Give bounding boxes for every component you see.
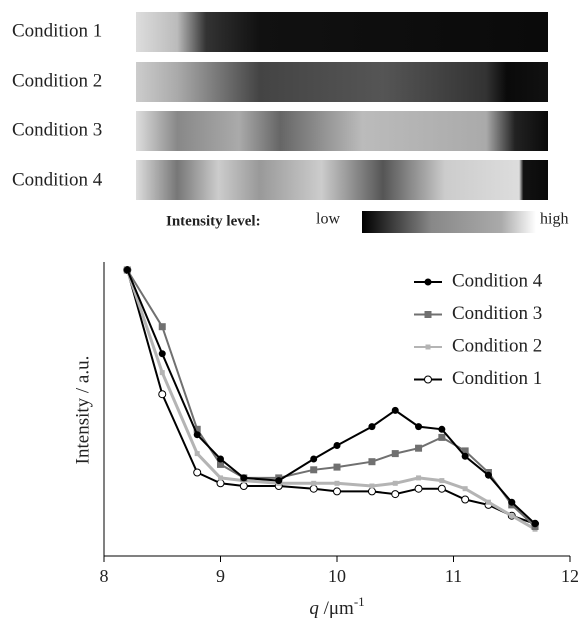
marker <box>217 460 224 468</box>
marker <box>416 475 422 481</box>
colorbar-title: Intensity level: <box>166 213 261 229</box>
marker <box>158 390 167 399</box>
x-label-unit: /μm <box>319 598 354 619</box>
x-tick-label: 12 <box>561 566 578 586</box>
marker <box>508 498 516 506</box>
marker <box>461 452 469 460</box>
marker <box>414 484 423 493</box>
marker <box>216 479 225 488</box>
marker <box>193 425 201 433</box>
marker <box>391 490 400 499</box>
marker <box>461 447 469 455</box>
marker <box>391 406 399 414</box>
marker <box>531 520 539 528</box>
strip <box>136 111 548 151</box>
marker <box>439 478 445 484</box>
strip <box>136 62 548 102</box>
marker <box>333 463 341 471</box>
colorbar <box>362 211 536 233</box>
marker <box>368 458 376 466</box>
row-label: Condition 1 <box>12 20 102 41</box>
marker <box>485 499 491 505</box>
marker <box>509 513 515 519</box>
y-axis-label: Intensity / a.u. <box>72 356 93 465</box>
colorbar-high: high <box>540 211 568 228</box>
strip <box>136 12 548 52</box>
marker <box>369 483 375 489</box>
x-label-exponent: -1 <box>354 594 365 609</box>
marker <box>158 350 166 358</box>
marker <box>484 471 492 479</box>
marker <box>240 474 248 482</box>
marker <box>391 450 399 458</box>
marker <box>193 468 202 477</box>
marker <box>368 423 376 431</box>
marker <box>438 433 446 441</box>
marker <box>415 444 423 452</box>
marker <box>194 451 200 457</box>
legend-label: Condition 4 <box>452 270 543 291</box>
legend-marker <box>424 375 432 384</box>
row-label: Condition 2 <box>12 70 102 91</box>
marker <box>461 495 470 504</box>
marker <box>462 486 468 492</box>
series-line <box>126 269 536 525</box>
colorbar-low: low <box>316 211 340 228</box>
legend-label: Condition 3 <box>452 303 542 324</box>
marker <box>311 480 317 486</box>
marker <box>438 425 446 433</box>
legend-label: Condition 1 <box>452 368 542 389</box>
marker <box>158 323 166 331</box>
marker <box>275 477 283 485</box>
marker <box>310 466 318 474</box>
x-tick-label: 10 <box>328 566 346 586</box>
series-line <box>126 269 536 525</box>
row-label: Condition 3 <box>12 119 102 140</box>
strip <box>136 160 548 200</box>
marker <box>159 370 165 376</box>
marker <box>415 423 423 431</box>
x-tick-label: 11 <box>445 566 462 586</box>
marker <box>310 455 318 463</box>
marker <box>193 431 201 439</box>
marker <box>392 480 398 486</box>
legend-marker <box>425 344 431 350</box>
marker <box>218 475 223 481</box>
series-line <box>125 269 536 531</box>
x-label-symbol: q <box>309 598 319 619</box>
marker <box>239 482 248 490</box>
marker <box>367 487 376 496</box>
x-tick-label: 8 <box>100 566 109 586</box>
marker <box>333 487 341 496</box>
row-label: Condition 4 <box>12 169 103 190</box>
marker <box>333 442 341 449</box>
marker <box>309 484 318 493</box>
x-axis-label: q /μm-1 <box>309 594 364 619</box>
x-tick-label: 9 <box>216 566 225 586</box>
marker <box>334 480 340 486</box>
legend-label: Condition 2 <box>452 335 542 356</box>
marker <box>217 455 224 463</box>
legend-marker <box>424 311 432 318</box>
marker <box>123 266 131 274</box>
marker <box>437 484 446 493</box>
legend-marker <box>424 278 432 286</box>
